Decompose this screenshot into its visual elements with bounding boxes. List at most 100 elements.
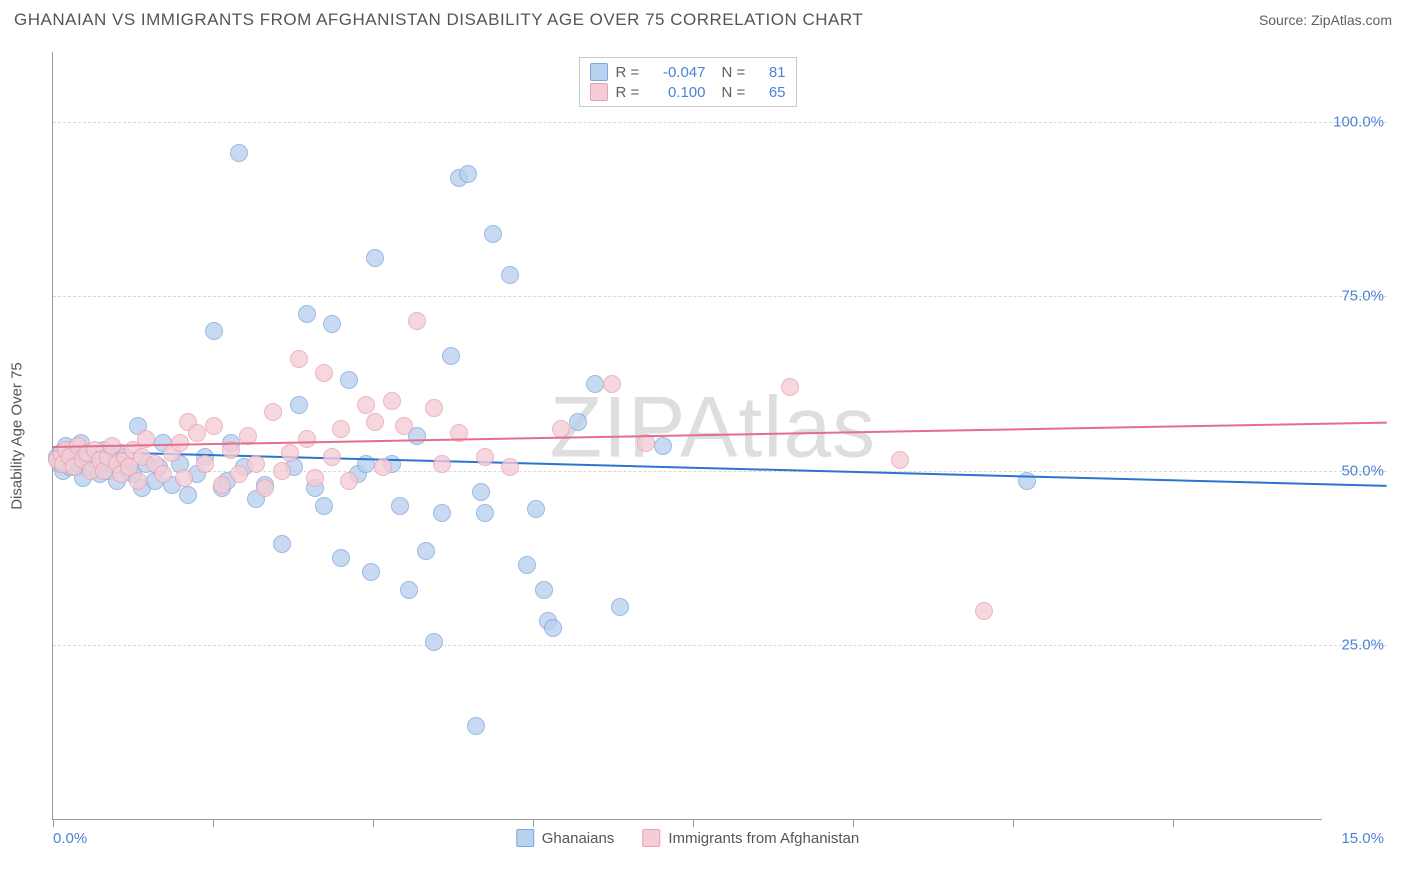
data-point bbox=[476, 504, 494, 522]
data-point bbox=[129, 472, 147, 490]
data-point bbox=[544, 619, 562, 637]
data-point bbox=[175, 469, 193, 487]
data-point bbox=[654, 437, 672, 455]
legend-r-label: R = bbox=[616, 64, 642, 81]
data-point bbox=[501, 266, 519, 284]
data-point bbox=[975, 602, 993, 620]
data-point bbox=[323, 315, 341, 333]
data-point bbox=[391, 497, 409, 515]
data-point bbox=[433, 504, 451, 522]
gridline bbox=[53, 296, 1387, 297]
legend-stats-row: R =0.100N =65 bbox=[590, 82, 786, 102]
chart-title: GHANAIAN VS IMMIGRANTS FROM AFGHANISTAN … bbox=[14, 10, 863, 30]
data-point bbox=[433, 455, 451, 473]
data-point bbox=[417, 542, 435, 560]
data-point bbox=[891, 451, 909, 469]
data-point bbox=[586, 375, 604, 393]
y-tick-label: 50.0% bbox=[1328, 462, 1384, 479]
data-point bbox=[298, 305, 316, 323]
legend-n-value: 65 bbox=[756, 84, 786, 101]
data-point bbox=[179, 486, 197, 504]
data-point bbox=[400, 581, 418, 599]
data-point bbox=[213, 476, 231, 494]
data-point bbox=[340, 472, 358, 490]
data-point bbox=[518, 556, 536, 574]
data-point bbox=[188, 424, 206, 442]
data-point bbox=[425, 633, 443, 651]
legend-n-value: 81 bbox=[756, 64, 786, 81]
data-point bbox=[205, 322, 223, 340]
data-point bbox=[366, 413, 384, 431]
watermark: ZIPAtlas bbox=[550, 378, 877, 477]
data-point bbox=[315, 497, 333, 515]
x-tick bbox=[1013, 819, 1014, 827]
data-point bbox=[332, 549, 350, 567]
source-attribution: Source: ZipAtlas.com bbox=[1259, 12, 1392, 28]
data-point bbox=[552, 420, 570, 438]
legend-item: Ghanaians bbox=[516, 829, 615, 847]
data-point bbox=[264, 403, 282, 421]
x-axis-label-max: 15.0% bbox=[1341, 830, 1384, 847]
x-tick bbox=[533, 819, 534, 827]
y-tick-label: 25.0% bbox=[1328, 637, 1384, 654]
x-tick bbox=[373, 819, 374, 827]
legend-swatch bbox=[590, 83, 608, 101]
data-point bbox=[290, 396, 308, 414]
data-point bbox=[527, 500, 545, 518]
data-point bbox=[442, 347, 460, 365]
data-point bbox=[611, 598, 629, 616]
data-point bbox=[247, 455, 265, 473]
legend-r-label: R = bbox=[616, 84, 642, 101]
data-point bbox=[408, 312, 426, 330]
data-point bbox=[323, 448, 341, 466]
data-point bbox=[290, 350, 308, 368]
legend-series-name: Immigrants from Afghanistan bbox=[668, 830, 859, 847]
legend-n-label: N = bbox=[722, 64, 748, 81]
data-point bbox=[383, 392, 401, 410]
x-tick bbox=[1173, 819, 1174, 827]
data-point bbox=[476, 448, 494, 466]
data-point bbox=[603, 375, 621, 393]
data-point bbox=[569, 413, 587, 431]
data-point bbox=[472, 483, 490, 501]
legend-stats-row: R = -0.047 N = 81 bbox=[590, 62, 786, 82]
data-point bbox=[256, 479, 274, 497]
data-point bbox=[273, 462, 291, 480]
x-tick bbox=[53, 819, 54, 827]
data-point bbox=[781, 378, 799, 396]
x-tick bbox=[693, 819, 694, 827]
y-axis-title: Disability Age Over 75 bbox=[9, 362, 26, 510]
data-point bbox=[154, 465, 172, 483]
legend-swatch bbox=[516, 829, 534, 847]
data-point bbox=[459, 165, 477, 183]
legend-swatch bbox=[590, 63, 608, 81]
data-point bbox=[425, 399, 443, 417]
x-axis-label-min: 0.0% bbox=[53, 830, 87, 847]
x-tick bbox=[853, 819, 854, 827]
gridline bbox=[53, 122, 1387, 123]
data-point bbox=[484, 225, 502, 243]
data-point bbox=[205, 417, 223, 435]
y-tick-label: 100.0% bbox=[1328, 113, 1384, 130]
data-point bbox=[357, 396, 375, 414]
legend-series-name: Ghanaians bbox=[542, 830, 615, 847]
data-point bbox=[230, 144, 248, 162]
legend-stats-box: R =-0.047N =81R =0.100N =65 bbox=[579, 57, 797, 107]
data-point bbox=[501, 458, 519, 476]
chart-container: ZIPAtlas Disability Age Over 75 R =-0.04… bbox=[52, 52, 1386, 820]
data-point bbox=[332, 420, 350, 438]
legend-r-value: -0.047 bbox=[650, 64, 706, 81]
data-point bbox=[467, 717, 485, 735]
data-point bbox=[298, 430, 316, 448]
legend-item: Immigrants from Afghanistan bbox=[642, 829, 859, 847]
legend-swatch bbox=[642, 829, 660, 847]
data-point bbox=[196, 455, 214, 473]
data-point bbox=[535, 581, 553, 599]
data-point bbox=[273, 535, 291, 553]
legend-r-value: 0.100 bbox=[650, 84, 706, 101]
data-point bbox=[362, 563, 380, 581]
data-point bbox=[395, 417, 413, 435]
legend-series: Ghanaians Immigrants from Afghanistan bbox=[516, 829, 859, 847]
data-point bbox=[315, 364, 333, 382]
plot-area: ZIPAtlas Disability Age Over 75 R =-0.04… bbox=[52, 52, 1322, 820]
